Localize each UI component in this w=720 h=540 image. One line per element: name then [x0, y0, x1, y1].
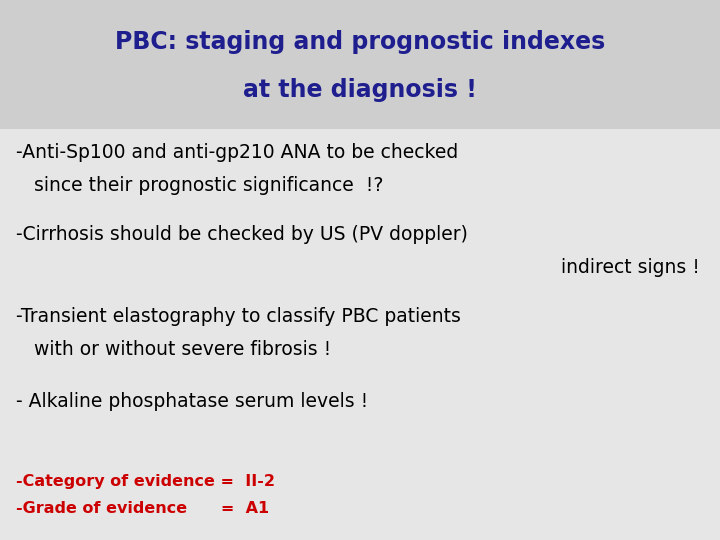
Bar	[0, 0, 720, 129]
Text: -Anti-Sp100 and anti-gp210 ANA to be checked: -Anti-Sp100 and anti-gp210 ANA to be che…	[16, 143, 458, 162]
Text: - Alkaline phosphatase serum levels !: - Alkaline phosphatase serum levels !	[16, 392, 368, 411]
Text: indirect signs !: indirect signs !	[561, 258, 700, 277]
Text: with or without severe fibrosis !: with or without severe fibrosis !	[16, 340, 331, 360]
Text: -Cirrhosis should be checked by US (PV doppler): -Cirrhosis should be checked by US (PV d…	[16, 225, 468, 245]
Text: -Category of evidence =  II-2: -Category of evidence = II-2	[16, 474, 275, 489]
Text: -Transient elastography to classify PBC patients: -Transient elastography to classify PBC …	[16, 307, 461, 327]
Text: since their prognostic significance  !?: since their prognostic significance !?	[16, 176, 383, 195]
Text: at the diagnosis !: at the diagnosis !	[243, 78, 477, 102]
Text: PBC: staging and prognostic indexes: PBC: staging and prognostic indexes	[115, 30, 605, 55]
Text: -Grade of evidence      =  A1: -Grade of evidence = A1	[16, 501, 269, 516]
